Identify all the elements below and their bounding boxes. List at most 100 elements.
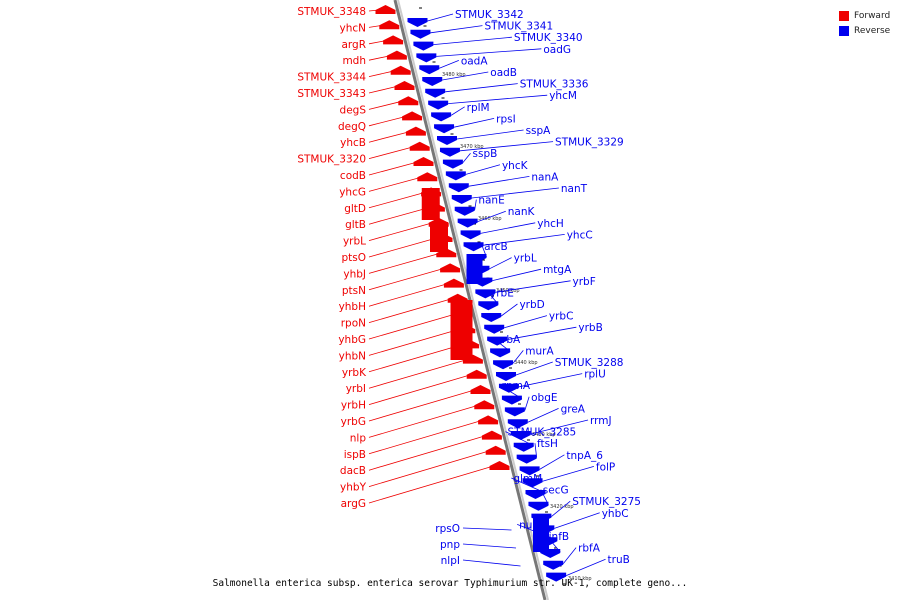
reverse-leader-line	[459, 141, 554, 152]
reverse-gene-label: sspB	[473, 148, 498, 160]
reverse-leader-line	[539, 454, 565, 470]
map-caption: Salmonella enterica subsp. enterica sero…	[212, 578, 688, 589]
gene-arrow	[543, 560, 564, 570]
gene-arrow	[481, 430, 502, 440]
gene-arrow	[405, 126, 426, 136]
reverse-gene-label: yrbA	[496, 334, 521, 346]
forward-leader-line	[368, 450, 490, 487]
reverse-gene-label: STMUK_3342	[455, 9, 524, 21]
forward-leader-line	[368, 237, 437, 258]
reverse-gene-label: secG	[543, 485, 569, 497]
reverse-gene-label: nanK	[508, 206, 536, 218]
reverse-gene-label: yhbC	[602, 508, 629, 520]
reverse-leader-line	[504, 315, 548, 329]
forward-leader-line	[368, 283, 449, 307]
forward-gene-label: degQ	[338, 121, 366, 133]
reverse-leader-line	[477, 210, 506, 222]
reverse-gene-label: arcB	[484, 241, 508, 253]
reverse-gene-label: pnp	[440, 539, 460, 551]
forward-gene-label: argR	[341, 39, 366, 51]
reverse-leader-line	[517, 524, 558, 541]
forward-swatch	[839, 10, 849, 21]
gene-arrow	[442, 159, 463, 169]
gene-labels: STMUK_3348 yhcN argR mdh STMUK_3344 STMUK_334…	[297, 6, 641, 567]
reverse-leader-line	[542, 466, 594, 482]
forward-gene-label: yhbY	[340, 482, 367, 494]
gene-arrow	[528, 501, 549, 511]
gene-arrow	[383, 35, 404, 45]
reverse-gene-label: nanA	[531, 171, 559, 183]
reverse-gene-label: mtgA	[543, 264, 572, 276]
forward-gene-label: yhcG	[339, 186, 366, 198]
forward-gene-label: dacB	[340, 465, 366, 477]
reverse-leader-line	[474, 199, 477, 210]
reverse-gene-label: rpsI	[496, 113, 516, 125]
gene-arrow	[490, 348, 511, 358]
forward-leader-line	[368, 298, 452, 323]
forward-leader-line	[368, 359, 468, 389]
forward-leader-line	[368, 100, 403, 110]
legend: Forward Reverse	[839, 8, 890, 38]
reverse-gene-label: rrmJ	[590, 415, 612, 427]
reverse-gene-label: nanE	[478, 195, 504, 207]
gene-arrow	[516, 454, 537, 464]
gene-arrow	[504, 407, 525, 417]
gene-arrow	[454, 206, 475, 216]
reverse-leader-line	[481, 245, 487, 258]
reverse-leader-line	[462, 527, 512, 531]
forward-gene-label: mdh	[342, 55, 366, 67]
forward-leader-line	[368, 9, 380, 12]
ruler-label: 3480 kbp	[442, 72, 466, 78]
gene-arrow	[448, 183, 469, 193]
gene-arrow	[425, 88, 446, 98]
reverse-leader-line	[430, 25, 483, 34]
reverse-leader-line	[562, 547, 577, 565]
reverse-gene-label: STMUK_3341	[484, 21, 553, 33]
reverse-swatch	[839, 25, 849, 36]
gene-arrow	[484, 324, 505, 334]
reverse-gene-label: truB	[608, 554, 630, 566]
reverse-leader-line	[456, 129, 524, 140]
reverse-gene-label: nanT	[561, 183, 588, 195]
gene-arrow	[525, 490, 546, 499]
gene-arrow	[510, 431, 531, 440]
reverse-leader-line	[534, 443, 538, 458]
reverse-leader-line	[518, 373, 583, 388]
forward-leader-line	[368, 268, 445, 291]
gene-arrow	[519, 466, 540, 476]
forward-leader-line	[368, 404, 479, 438]
gene-arrow	[451, 195, 472, 204]
forward-leader-line	[368, 192, 426, 209]
forward-leader-line	[368, 70, 395, 77]
gene-arrow	[463, 242, 484, 252]
reverse-leader-line	[433, 36, 512, 45]
gene-arrow	[498, 383, 519, 393]
gene-features	[375, 5, 567, 582]
reverse-gene-label: yrbE	[490, 287, 514, 299]
reverse-leader-line	[489, 257, 512, 270]
gene-arrow	[419, 65, 440, 75]
reverse-leader-line	[501, 303, 518, 317]
ruler-label: 3410 kbp	[568, 576, 592, 582]
reverse-leader-line	[554, 512, 600, 529]
gene-arrow	[466, 369, 487, 379]
forward-gene-label: gltD	[344, 203, 366, 215]
forward-gene-label: ptsO	[341, 252, 366, 264]
gene-arrow	[513, 442, 534, 452]
forward-gene-label: yrbG	[341, 416, 366, 428]
reverse-leader-line	[462, 543, 517, 549]
reverse-leader-line	[499, 384, 523, 399]
label-leader-lines	[368, 9, 606, 576]
reverse-leader-line	[507, 326, 577, 340]
gene-arrow	[413, 157, 434, 166]
reverse-leader-line	[492, 268, 542, 281]
reverse-leader-line	[527, 408, 559, 423]
reverse-leader-line	[448, 94, 548, 104]
gene-arrow	[496, 372, 516, 381]
reverse-leader-line	[442, 71, 489, 81]
reverse-leader-line	[483, 234, 565, 246]
legend-forward: Forward	[839, 8, 890, 23]
reverse-leader-line	[468, 176, 530, 187]
forward-gene-label: STMUK_3320	[297, 154, 366, 166]
